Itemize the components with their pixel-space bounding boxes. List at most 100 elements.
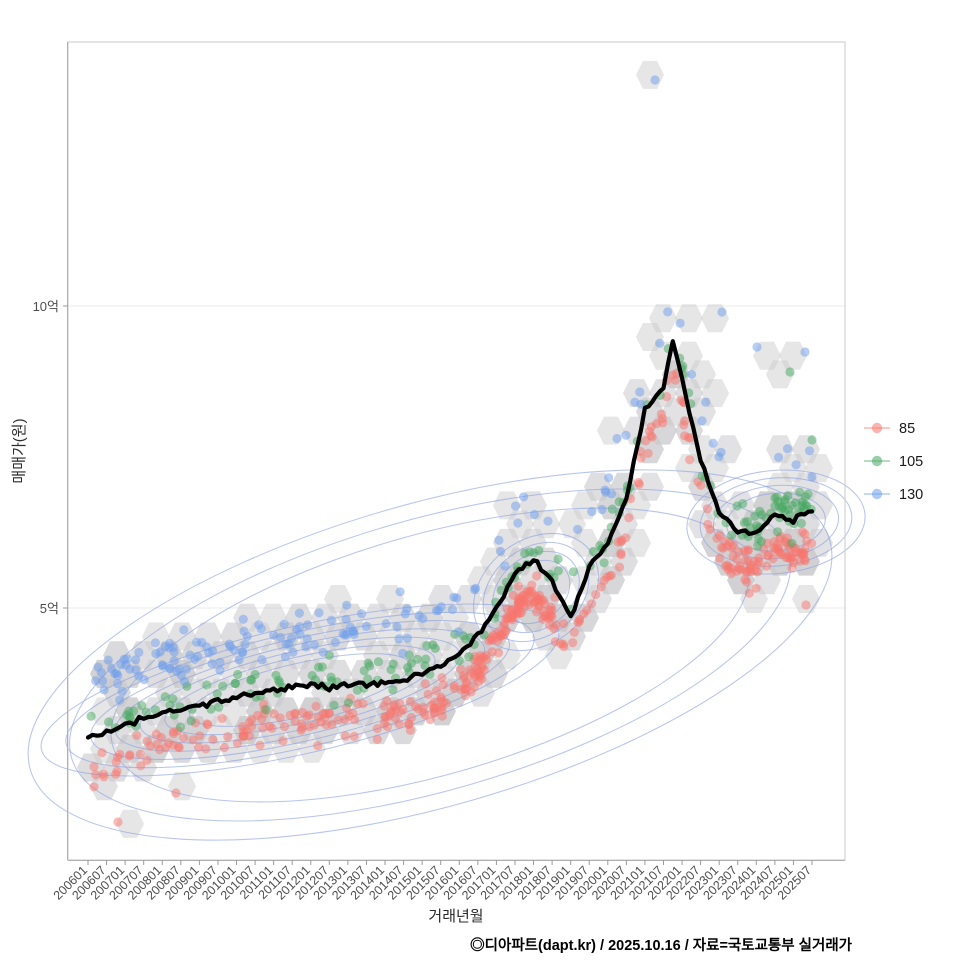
scatter-point [294, 608, 304, 618]
legend-label-85: 85 [899, 421, 915, 437]
scatter-point [155, 745, 165, 755]
scatter-point [551, 620, 561, 630]
scatter-point [388, 659, 398, 669]
scatter-point [762, 561, 772, 571]
scatter-point [175, 722, 186, 732]
scatter-point [131, 665, 141, 675]
scatter-point [773, 527, 783, 537]
scatter-point [304, 710, 314, 720]
scatter-point [508, 590, 518, 601]
scatter-point [230, 678, 240, 689]
scatter-point [568, 567, 579, 577]
outlier-point [801, 600, 811, 610]
scatter-point [658, 418, 668, 428]
median-trend-line [85, 339, 815, 740]
trend-line-path [85, 339, 815, 740]
scatter-point [179, 733, 189, 743]
scatter-point [179, 676, 190, 687]
scatter-point [303, 620, 313, 630]
scatter-point [796, 518, 807, 529]
outlier-point [171, 788, 181, 798]
legend-item-85[interactable]: 85 [864, 415, 915, 441]
scatter-point [124, 706, 134, 716]
scatter-point [728, 540, 738, 550]
scatter-point [697, 416, 707, 426]
scatter-point [646, 422, 656, 432]
scatter-point [591, 589, 601, 600]
scatter-point [400, 609, 410, 619]
scatter-point [787, 563, 797, 573]
scatter-point [186, 716, 196, 726]
scatter-point [257, 714, 267, 724]
scatter-point [539, 611, 549, 621]
scatter-point [402, 633, 412, 643]
scatter-point [232, 738, 243, 748]
scatter-point [430, 643, 440, 654]
legend-key-dot [871, 455, 883, 467]
scatter-point [238, 614, 248, 624]
scatter-point [501, 626, 511, 636]
scatter-points-layer [86, 75, 817, 827]
scatter-point [340, 630, 350, 640]
scatter-point [240, 639, 250, 649]
scatter-point [195, 731, 205, 741]
scatter-point [394, 634, 404, 644]
scatter-point [363, 674, 373, 684]
scatter-point [804, 446, 815, 456]
scatter-point [288, 647, 298, 657]
density-contour [686, 469, 866, 575]
scatter-point [798, 549, 808, 559]
scatter-point [751, 583, 761, 593]
scatter-point [125, 713, 135, 723]
hexbin-cell [688, 360, 716, 389]
scatter-point [461, 634, 471, 644]
legend-item-105[interactable]: 105 [864, 448, 923, 474]
scatter-point [404, 719, 414, 730]
hexbin-cell [441, 603, 469, 632]
x-axis-title: 거래년월 [428, 908, 483, 925]
scatter-point [110, 668, 120, 679]
scatter-point [214, 702, 224, 712]
scatter-point [348, 626, 358, 636]
scatter-point [125, 751, 135, 761]
scatter-point [655, 338, 665, 348]
scatter-point [174, 743, 184, 753]
legend-item-130[interactable]: 130 [864, 481, 923, 507]
scatter-point [438, 680, 448, 690]
scatter-point [208, 734, 218, 745]
hexbin-cell [116, 809, 144, 838]
legend: 85 105 130 [864, 415, 923, 507]
scatter-point [388, 685, 398, 695]
hexbin-cell [779, 341, 807, 370]
scatter-point [791, 460, 801, 470]
scatter-point [493, 636, 503, 646]
scatter-point [136, 761, 146, 771]
scatter-point [588, 546, 598, 557]
scatter-point [301, 642, 311, 652]
outlier-point [717, 307, 727, 317]
scatter-point [91, 676, 101, 686]
scatter-point [188, 735, 198, 745]
scatter-point [663, 307, 673, 317]
scatter-point [309, 640, 319, 650]
scatter-point [271, 670, 281, 681]
scatter-point [494, 535, 504, 545]
scatter-point [800, 492, 811, 502]
scatter-point [736, 564, 746, 575]
scatter-point [212, 689, 222, 699]
scatter-point [395, 698, 405, 709]
scatter-point [604, 473, 614, 483]
scatter-point [783, 491, 793, 501]
scatter-point [327, 676, 337, 686]
scatter-point [420, 710, 430, 720]
scatter-point [634, 479, 644, 489]
scatter-point [616, 550, 626, 560]
scatter-point [296, 725, 306, 735]
scatter-point [98, 769, 108, 779]
scatter-point [434, 605, 444, 616]
scatter-point [500, 561, 510, 571]
outlier-point [785, 367, 795, 377]
scatter-point [423, 689, 433, 700]
scatter-point [798, 527, 808, 537]
